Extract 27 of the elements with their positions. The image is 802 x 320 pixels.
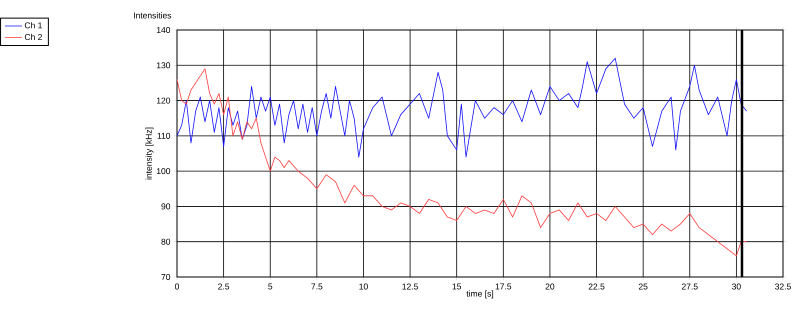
x-tick-label: 22.5 [588,284,604,290]
x-tick-label: 12.5 [402,284,418,290]
x-tick-label: 2.5 [218,284,230,290]
y-tick-label: 120 [156,98,170,104]
x-tick-label: 5 [268,284,272,290]
x-tick-label: 0 [174,284,180,290]
x-tick-label: 30 [732,284,741,290]
chart-title: Intensities [134,12,172,18]
x-tick-label: 7.5 [311,284,322,290]
legend-label: Ch 1 [24,22,42,28]
y-axis-title: intensity [kHz] [146,128,154,180]
x-tick-label: 15 [452,284,462,290]
x-tick-label: 25 [638,284,648,290]
x-tick-label: 10 [359,284,368,290]
y-tick-label: 140 [156,27,170,34]
y-tick-label: 70 [161,274,170,280]
y-tick-label: 90 [161,203,170,210]
x-tick-label: 20 [546,284,554,290]
x-tick-label: 27.5 [682,284,698,290]
x-tick-label: 17.5 [496,284,512,290]
y-tick-label: 110 [158,132,170,139]
y-tick-label: 80 [161,238,170,245]
y-tick-label: 100 [156,168,170,174]
x-tick-label: 32.5 [775,284,791,290]
legend-label: Ch 2 [24,34,42,40]
x-axis-title: time [s] [466,290,494,298]
y-tick-label: 130 [156,62,170,68]
